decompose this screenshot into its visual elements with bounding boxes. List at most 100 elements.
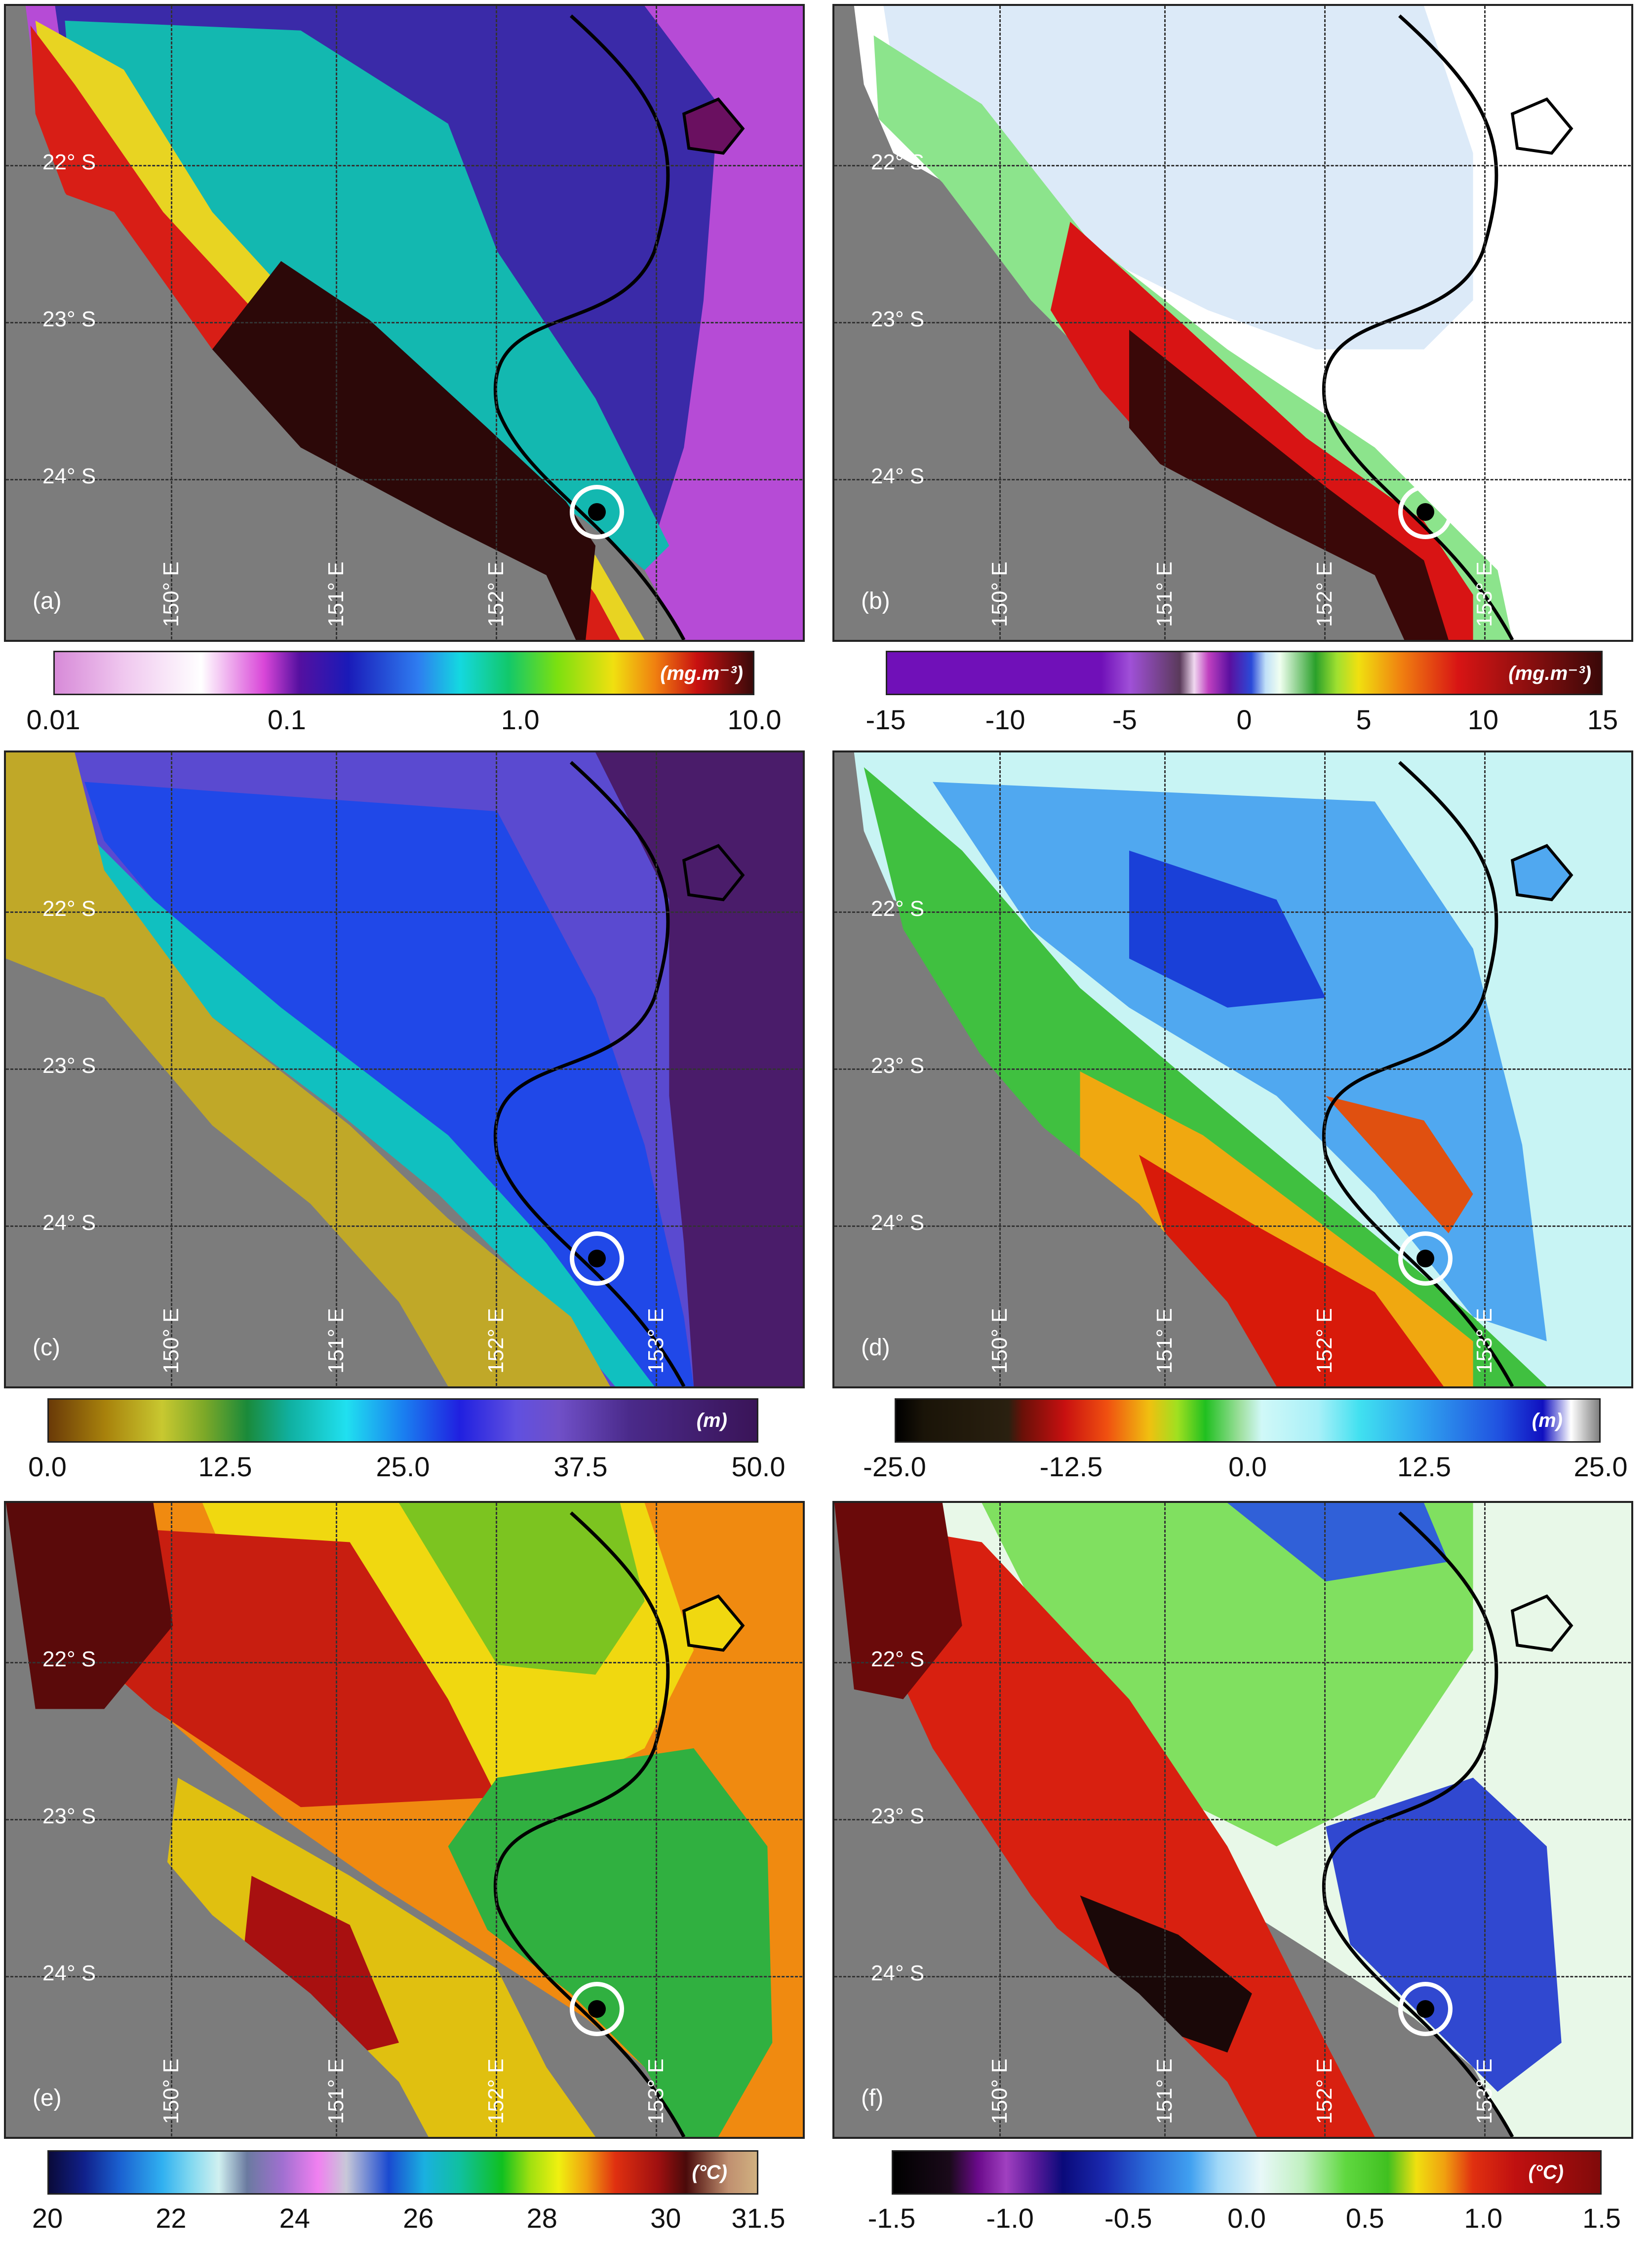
colorbar-tick: 10: [1467, 704, 1499, 735]
colorbar-unit: (mg.m⁻³): [660, 663, 743, 684]
latitude-label: 23° S: [42, 1804, 96, 1828]
latitude-label: 22° S: [871, 150, 925, 174]
latitude-gridline: [834, 479, 1631, 480]
colorbar-unit: (m): [696, 1410, 727, 1431]
latitude-gridline: [6, 479, 803, 480]
colorbar-tick: 24: [279, 2203, 310, 2234]
longitude-label: 150° E: [159, 2058, 183, 2124]
colorbar-unit: (mg.m⁻³): [1508, 663, 1591, 684]
colorbar-a: (mg.m⁻³): [53, 651, 754, 695]
longitude-gridline: [171, 752, 172, 1386]
site-marker: [570, 485, 624, 539]
colorbar-ticks: 0.01 0.1 1.0 10.0: [27, 704, 782, 735]
longitude-gridline: [999, 1503, 1001, 2137]
longitude-label: 152° E: [484, 561, 508, 627]
map-panel-a: 22° S 23° S 24° S 150° E 151° E 152° E (…: [4, 4, 805, 642]
latitude-label: 24° S: [42, 1211, 96, 1235]
colorbar-tick: 15: [1587, 704, 1618, 735]
longitude-gridline: [171, 1503, 172, 2137]
panel-label: (f): [861, 2085, 884, 2111]
colorbar-tick: 0.0: [28, 1451, 67, 1482]
colorbar-ticks: 20 22 24 26 28 30 31.5: [32, 2202, 786, 2234]
map-panel-b: 22° S 23° S 24° S 150° E 151° E 152° E 1…: [832, 4, 1633, 642]
longitude-label: 153° E: [1472, 561, 1496, 627]
site-marker: [1398, 1231, 1453, 1286]
colorbar-tick: 1.0: [1464, 2203, 1503, 2234]
colorbar-tick: 1.0: [501, 704, 540, 735]
colorbar-tick: -25.0: [863, 1451, 926, 1482]
colorbar-tick: 26: [403, 2203, 434, 2234]
longitude-gridline: [1324, 752, 1326, 1386]
longitude-label: 153° E: [1472, 1308, 1496, 1374]
panel-label: (e): [33, 2085, 62, 2111]
colorbar-unit: (°C): [692, 2162, 727, 2183]
longitude-label: 152° E: [1312, 561, 1337, 627]
latitude-label: 22° S: [42, 897, 96, 921]
colorbar-tick: 0.0: [1227, 2203, 1266, 2234]
latitude-gridline: [6, 165, 803, 166]
colorbar-e: (°C): [47, 2150, 758, 2195]
longitude-label: 151° E: [324, 1308, 348, 1374]
latitude-label: 24° S: [871, 1961, 925, 1985]
latitude-gridline: [834, 1819, 1631, 1820]
latitude-gridline: [6, 1819, 803, 1820]
colorbar-unit: (m): [1532, 1410, 1563, 1431]
longitude-gridline: [336, 752, 337, 1386]
longitude-label: 151° E: [1152, 1308, 1177, 1374]
colorbar-tick: -1.0: [986, 2203, 1034, 2234]
longitude-label: 152° E: [484, 1308, 508, 1374]
colorbar-tick: 30: [650, 2203, 681, 2234]
latitude-label: 24° S: [42, 464, 96, 488]
longitude-label: 152° E: [1312, 2058, 1337, 2124]
latitude-gridline: [6, 1662, 803, 1663]
colorbar-tick: -0.5: [1104, 2203, 1152, 2234]
longitude-gridline: [656, 6, 657, 640]
site-marker: [570, 1231, 624, 1286]
latitude-label: 23° S: [871, 1054, 925, 1078]
colorbar-tick: 22: [156, 2203, 187, 2234]
longitude-label: 150° E: [159, 561, 183, 627]
longitude-label: 153° E: [1472, 2058, 1496, 2124]
longitude-gridline: [1484, 1503, 1486, 2137]
longitude-gridline: [496, 1503, 497, 2137]
longitude-gridline: [171, 6, 172, 640]
colorbar-tick: 0.5: [1345, 2203, 1384, 2234]
colorbar-ticks: -25.0 -12.5 0.0 12.5 25.0: [863, 1451, 1627, 1482]
longitude-label: 151° E: [324, 2058, 348, 2124]
latitude-gridline: [6, 911, 803, 913]
panel-label: (d): [861, 1335, 890, 1361]
colorbar-tick: 37.5: [553, 1451, 608, 1482]
colorbar-tick: 0.01: [26, 704, 80, 735]
longitude-gridline: [1164, 6, 1166, 640]
longitude-label: 150° E: [987, 2058, 1012, 2124]
colorbar-tick: 0.1: [267, 704, 306, 735]
longitude-label: 153° E: [644, 2058, 668, 2124]
longitude-gridline: [1484, 752, 1486, 1386]
latitude-label: 22° S: [42, 1647, 96, 1671]
longitude-label: 151° E: [1152, 561, 1177, 627]
latitude-label: 24° S: [42, 1961, 96, 1985]
longitude-gridline: [1484, 6, 1486, 640]
colorbar-tick: -15: [865, 704, 906, 735]
colorbar-tick: 12.5: [1397, 1451, 1451, 1482]
latitude-gridline: [834, 1068, 1631, 1070]
longitude-label: 151° E: [1152, 2058, 1177, 2124]
panel-label: (a): [33, 588, 62, 614]
longitude-gridline: [999, 6, 1001, 640]
longitude-gridline: [656, 1503, 657, 2137]
latitude-gridline: [834, 1662, 1631, 1663]
depth-map: [6, 752, 803, 1386]
site-marker: [1398, 1982, 1453, 2036]
latitude-gridline: [834, 911, 1631, 913]
latitude-gridline: [6, 1976, 803, 1977]
longitude-gridline: [336, 1503, 337, 2137]
longitude-gridline: [496, 752, 497, 1386]
longitude-gridline: [496, 6, 497, 640]
colorbar-tick: -5: [1112, 704, 1137, 735]
longitude-gridline: [999, 752, 1001, 1386]
latitude-gridline: [6, 1068, 803, 1070]
colorbar-tick: 0.0: [1228, 1451, 1267, 1482]
colorbar-tick: 0: [1236, 704, 1252, 735]
longitude-label: 150° E: [987, 1308, 1012, 1374]
colorbar-tick: 50.0: [731, 1451, 786, 1482]
